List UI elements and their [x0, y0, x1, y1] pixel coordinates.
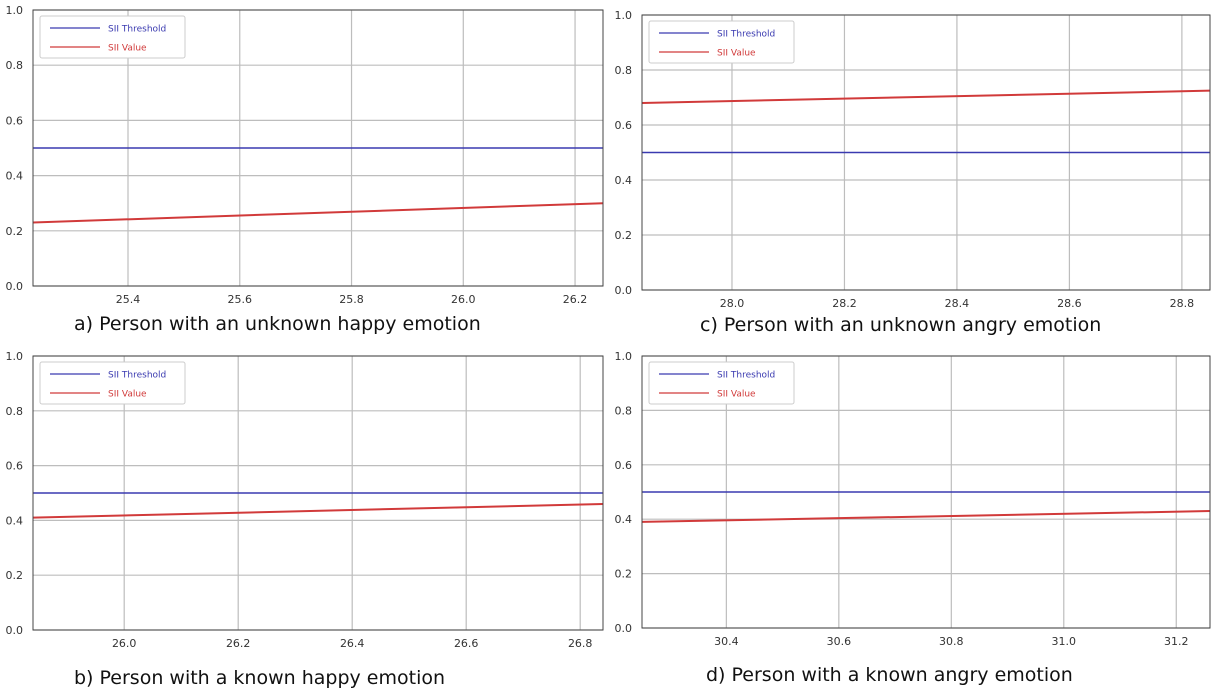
x-tick-label: 30.4 [714, 635, 739, 648]
legend-label: SII Value [717, 390, 756, 400]
x-tick-label: 26.0 [112, 637, 137, 650]
x-tick-label: 25.6 [228, 293, 253, 306]
x-tick-label: 28.8 [1170, 297, 1195, 310]
x-tick-label: 28.4 [945, 297, 970, 310]
x-tick-label: 31.0 [1052, 635, 1077, 648]
y-tick-label: 0.6 [6, 460, 24, 473]
chart-c: 0.0 0.2 0.4 0.6 0.8 1.0 28.0 28.2 28.4 28.6 28.8 SI… [615, 9, 1211, 310]
legend-label: SII Value [108, 44, 147, 54]
x-tick-label: 26.6 [454, 637, 479, 650]
x-tick-label: 28.0 [720, 297, 745, 310]
x-tick-label: 28.2 [832, 297, 857, 310]
sii-value-line [32, 202, 604, 224]
x-tick-label: 25.4 [116, 293, 141, 306]
x-tick-label: 26.2 [563, 293, 588, 306]
x-tick-label: 30.6 [827, 635, 852, 648]
y-tick-label: 0.4 [615, 174, 633, 187]
x-tick-label: 31.2 [1164, 635, 1189, 648]
x-tick-label: 26.0 [451, 293, 476, 306]
y-tick-label: 0.4 [615, 513, 633, 526]
sii-value-line [641, 510, 1211, 523]
x-tick-label: 26.8 [568, 637, 593, 650]
y-tick-label: 0.6 [615, 119, 633, 132]
chart-b: 0.0 0.2 0.4 0.6 0.8 1.0 26.0 26.2 26.4 26.6 26.8 SI… [6, 350, 604, 650]
y-tick-label: 1.0 [615, 9, 633, 22]
axes-frame [641, 355, 1211, 629]
y-tick-label: 0.2 [615, 568, 633, 581]
y-tick-label: 0.6 [6, 114, 24, 127]
y-tick-label: 0.2 [6, 225, 24, 238]
x-tick-label: 25.8 [339, 293, 364, 306]
legend-label: SII Threshold [717, 30, 775, 40]
y-tick-label: 0.0 [615, 622, 633, 635]
y-tick-label: 1.0 [6, 350, 24, 363]
legend-label: SII Threshold [717, 371, 775, 381]
y-tick-label: 0.6 [615, 459, 633, 472]
legend-label: SII Value [108, 390, 147, 400]
y-tick-label: 0.2 [615, 229, 633, 242]
caption-b: b) Person with a known happy emotion [74, 667, 446, 689]
y-tick-label: 0.0 [6, 624, 24, 637]
y-tick-label: 0.0 [6, 280, 24, 293]
legend-label: SII Value [717, 49, 756, 59]
y-tick-label: 1.0 [6, 4, 24, 17]
y-tick-label: 0.2 [6, 569, 24, 582]
y-tick-label: 0.8 [615, 404, 633, 417]
chart-a: 0.0 0.2 0.4 0.6 0.8 1.0 25.4 25.6 25.8 26.0 26.2 SI… [6, 4, 604, 306]
axes-frame [641, 14, 1211, 291]
legend-label: SII Threshold [108, 25, 166, 35]
sii-value-line [641, 89, 1211, 104]
y-tick-label: 1.0 [615, 350, 633, 363]
x-tick-label: 28.6 [1057, 297, 1082, 310]
sii-value-line [32, 502, 604, 519]
caption-d: d) Person with a known angry emotion [706, 664, 1073, 686]
chart-d: 0.0 0.2 0.4 0.6 0.8 1.0 30.4 30.6 30.8 31.0 31.2 SI… [615, 350, 1211, 648]
legend-label: SII Threshold [108, 371, 166, 381]
y-tick-label: 0.8 [6, 405, 24, 418]
x-tick-label: 26.4 [340, 637, 365, 650]
caption-c: c) Person with an unknown angry emotion [700, 314, 1102, 336]
y-tick-label: 0.0 [615, 284, 633, 297]
caption-a: a) Person with an unknown happy emotion [74, 313, 481, 335]
x-tick-label: 30.8 [939, 635, 964, 648]
y-tick-label: 0.8 [615, 64, 633, 77]
y-tick-label: 0.8 [6, 59, 24, 72]
axes-frame [32, 355, 604, 631]
x-tick-label: 26.2 [226, 637, 251, 650]
axes-frame [32, 9, 604, 287]
y-tick-label: 0.4 [6, 170, 24, 183]
y-tick-label: 0.4 [6, 514, 24, 527]
